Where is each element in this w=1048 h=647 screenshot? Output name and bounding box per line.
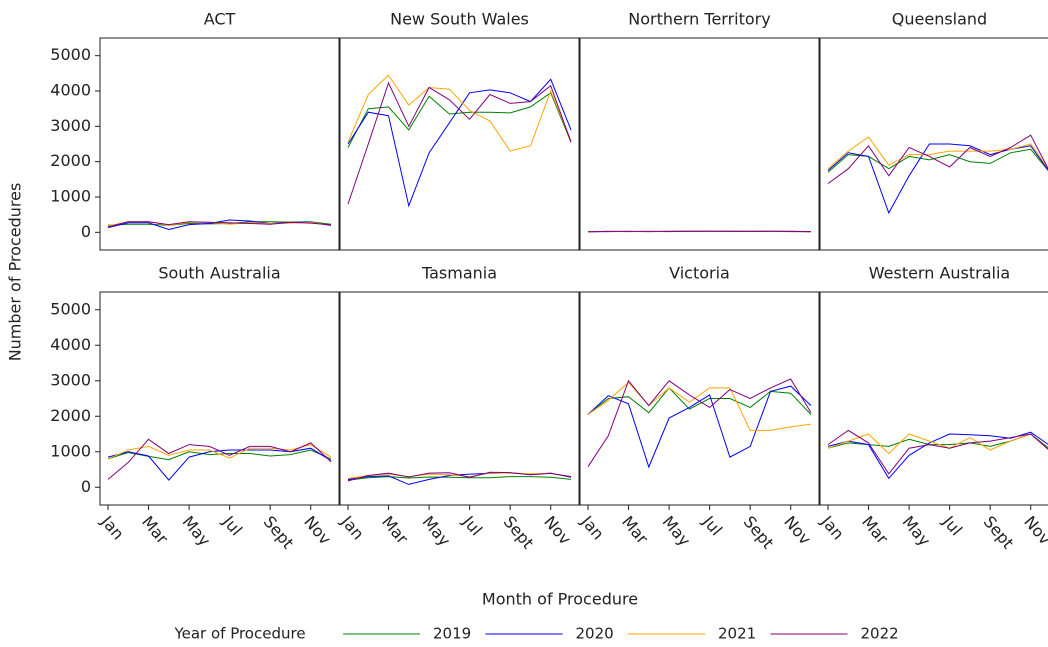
x-tick-label: May (659, 512, 695, 550)
legend-label: 2021 (718, 625, 756, 643)
legend-label: 2019 (433, 625, 471, 643)
legend-label: 2020 (576, 625, 614, 643)
series-line (827, 429, 1048, 475)
x-tick-label: Nov (780, 512, 815, 548)
series-line (107, 438, 332, 480)
y-tick-label: 0 (81, 222, 91, 241)
series-line (107, 444, 332, 460)
y-tick-label: 2000 (50, 406, 91, 425)
x-tick-label: Sept (980, 512, 1018, 552)
series-line (347, 81, 572, 205)
y-tick-label: 1000 (50, 441, 91, 460)
series-line (587, 230, 812, 233)
series-line (347, 476, 572, 481)
panel-frame (99, 37, 340, 251)
x-tick-label: Sept (740, 512, 778, 552)
series-line (827, 433, 1048, 455)
series-line (347, 74, 572, 152)
series-line (827, 136, 1048, 170)
series-line (587, 385, 812, 469)
panel-frame (579, 37, 820, 251)
panel-frame (819, 291, 1048, 506)
y-tick-label: 3000 (50, 370, 91, 389)
legend-label: 2022 (861, 625, 899, 643)
series-line (587, 381, 812, 431)
panel-frame (339, 37, 580, 251)
x-tick-label: Jul (698, 511, 726, 539)
panel-title: South Australia (158, 264, 280, 283)
x-tick-label: Sept (500, 512, 538, 552)
y-tick-label: 3000 (50, 116, 91, 135)
x-tick-label: May (899, 512, 935, 550)
x-tick-label: Mar (138, 512, 172, 548)
x-tick-label: Nov (540, 512, 575, 548)
x-tick-label: Sept (260, 512, 298, 552)
panel-title: Western Australia (869, 264, 1010, 283)
y-tick-label: 5000 (50, 45, 91, 64)
y-tick-label: 4000 (50, 81, 91, 100)
series-line (347, 78, 572, 208)
panel-frame (339, 291, 580, 506)
x-tick-label: Jul (218, 511, 246, 539)
series-line (347, 471, 572, 482)
x-tick-label: Nov (1020, 512, 1048, 548)
y-tick-label: 2000 (50, 151, 91, 170)
panel-title: Victoria (669, 264, 730, 283)
x-tick-label: Nov (300, 512, 335, 548)
x-tick-label: May (419, 512, 455, 550)
panel-frame (99, 291, 340, 506)
panel-title: Queensland (892, 10, 987, 29)
y-tick-label: 4000 (50, 335, 91, 354)
panel-frame (579, 291, 820, 506)
panel-title: Northern Territory (628, 10, 770, 29)
x-tick-label: Jul (458, 511, 486, 539)
series-line (827, 134, 1048, 185)
x-axis-title: Month of Procedure (482, 590, 638, 609)
x-tick-label: Mar (618, 512, 652, 548)
series-line (347, 92, 572, 148)
series-line (587, 378, 812, 467)
x-tick-label: Jan (337, 511, 368, 543)
series-line (107, 221, 332, 228)
x-tick-label: Mar (858, 512, 892, 548)
y-tick-label: 5000 (50, 299, 91, 318)
panel-title: New South Wales (390, 10, 529, 29)
series-line (347, 472, 572, 479)
panel-frame (819, 37, 1048, 251)
series-line (587, 387, 812, 415)
y-tick-label: 1000 (50, 187, 91, 206)
y-axis-title: Number of Procedures (6, 183, 25, 362)
panel-title: Tasmania (421, 264, 497, 283)
x-tick-label: Jul (938, 511, 966, 539)
x-tick-label: Jan (577, 511, 608, 543)
x-tick-label: Jan (817, 511, 848, 543)
x-tick-label: Jan (97, 511, 128, 543)
x-tick-label: May (179, 512, 215, 550)
panel-title: ACT (204, 10, 236, 29)
legend-title: Year of Procedure (173, 625, 305, 643)
x-tick-label: Mar (378, 512, 412, 548)
y-tick-label: 0 (81, 477, 91, 496)
